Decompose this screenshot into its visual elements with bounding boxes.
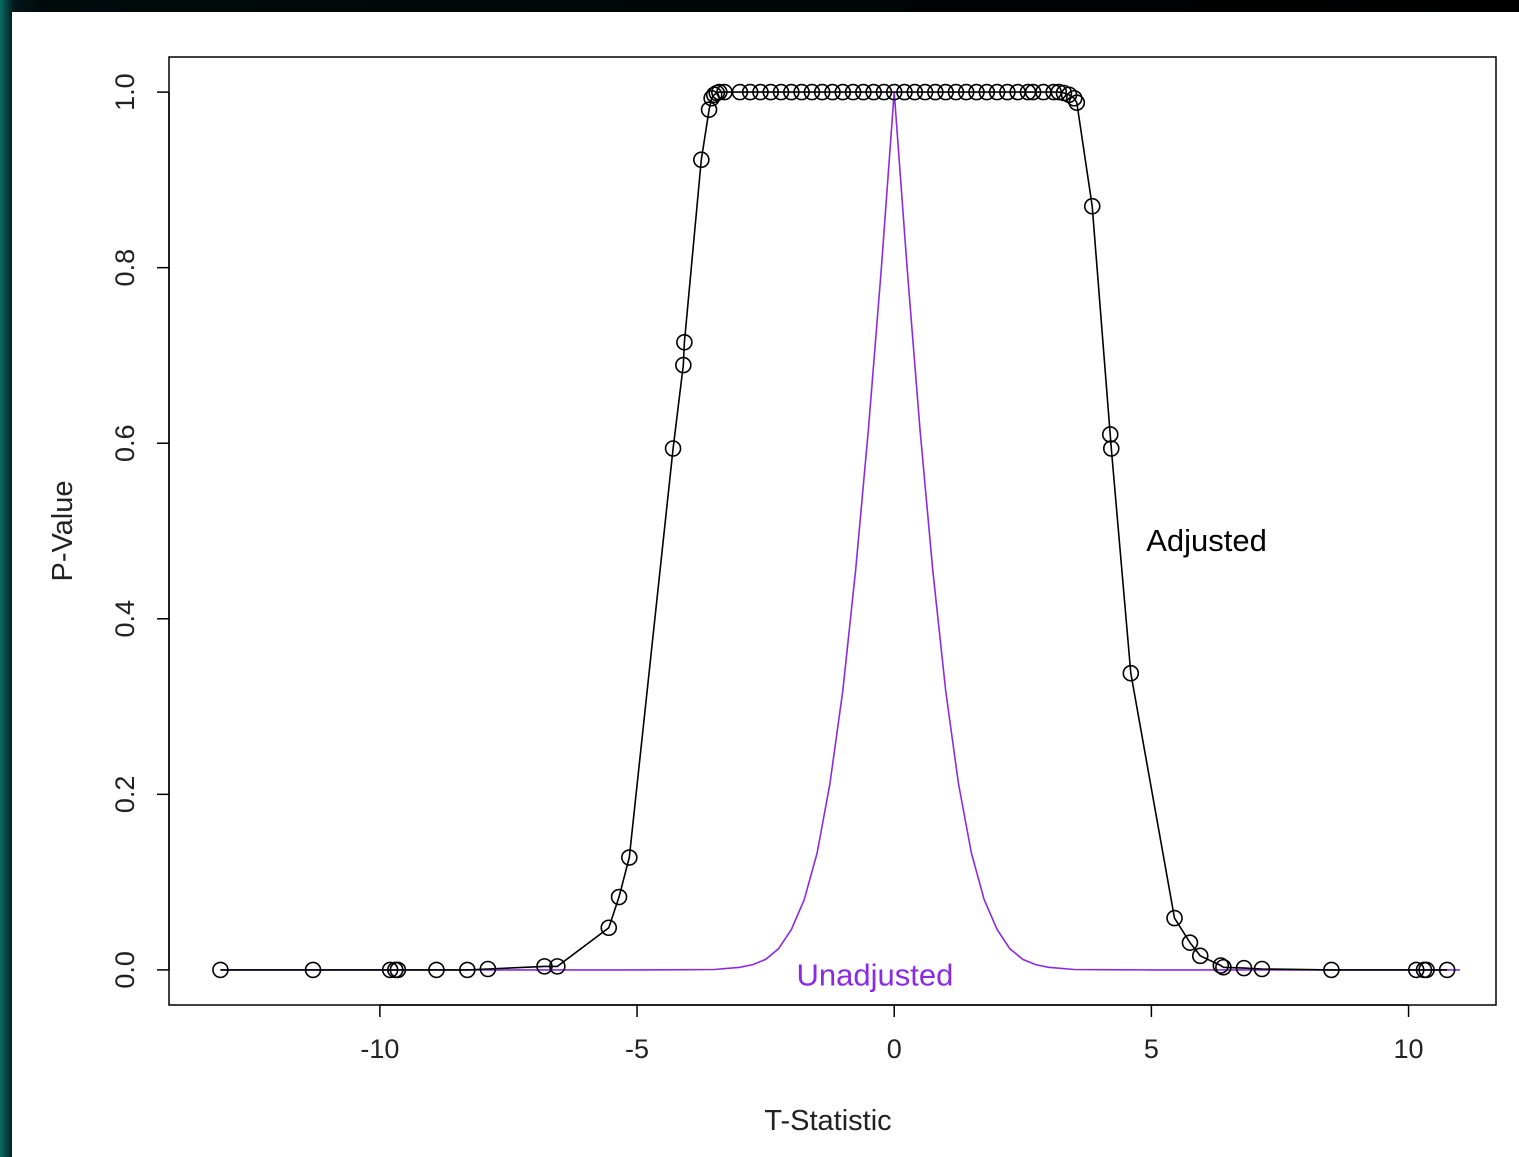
data-point [1083, 197, 1101, 215]
x-tick-label: -5 [625, 1034, 649, 1064]
data-point [844, 83, 862, 101]
axes: -10 -5 0 5 10 0.0 0.2 0.4 0.6 0.8 1.0 [110, 73, 1424, 1064]
x-tick-label: 0 [887, 1034, 902, 1064]
annotations: Adjusted Unadjusted [796, 523, 1266, 993]
data-point [916, 83, 934, 101]
data-point [978, 83, 996, 101]
data-point [1407, 961, 1425, 979]
data-point [1253, 960, 1271, 978]
series-unadjusted [220, 92, 1460, 971]
data-point [389, 961, 407, 979]
data-point [1181, 934, 1199, 951]
data-point [937, 83, 954, 101]
data-point [752, 83, 769, 101]
y-axis: 0.0 0.2 0.4 0.6 0.8 1.0 [110, 73, 170, 989]
plot-panel [12, 12, 1519, 1157]
data-point [479, 960, 497, 978]
data-point [212, 961, 229, 979]
x-tick-label: 5 [1144, 1034, 1159, 1064]
x-axis-title: T-Statistic [764, 1105, 891, 1137]
data-point [927, 83, 944, 101]
data-point [906, 83, 924, 101]
data-point [676, 333, 693, 351]
data-point [783, 83, 800, 101]
annotation-label: Adjusted [1146, 523, 1267, 558]
data-point [600, 919, 618, 937]
data-point [741, 83, 759, 101]
y-tick-label: 0.4 [110, 600, 140, 638]
x-axis: -10 -5 0 5 10 [360, 1004, 1424, 1064]
data-point [536, 958, 553, 975]
data-point [1045, 83, 1062, 101]
data-point [968, 83, 985, 101]
data-point [875, 83, 893, 101]
data-point [855, 83, 872, 101]
x-tick-label: 10 [1394, 1034, 1424, 1064]
data-point [1323, 961, 1340, 979]
data-point [772, 83, 790, 101]
data-point [1235, 959, 1253, 977]
data-point [1438, 961, 1456, 979]
data-point [428, 961, 445, 979]
y-tick-label: 0.6 [110, 424, 140, 462]
data-point [834, 83, 852, 101]
data-point [381, 961, 399, 979]
annotation-label: Unadjusted [796, 957, 953, 992]
y-tick-label: 0.0 [110, 951, 140, 989]
data-point [1122, 664, 1140, 682]
data-point [675, 356, 692, 374]
data-point [813, 83, 831, 101]
data-point [1065, 89, 1083, 107]
data-point [999, 83, 1016, 101]
data-point [731, 83, 749, 101]
data-point [896, 83, 913, 101]
y-tick-label: 0.2 [110, 776, 140, 814]
data-point [1068, 94, 1086, 111]
data-point [664, 440, 682, 457]
data-point [1215, 958, 1232, 976]
series-line [220, 91, 1448, 971]
data-point [865, 83, 882, 101]
data-point [610, 888, 628, 906]
data-point [793, 83, 810, 101]
data-point [988, 83, 1006, 101]
data-point [711, 83, 728, 101]
y-tick-label: 1.0 [110, 73, 140, 111]
data-point [1191, 947, 1209, 965]
y-tick-label: 0.8 [110, 249, 140, 287]
data-point [824, 83, 841, 101]
series-line [220, 92, 1460, 971]
data-point [621, 849, 638, 866]
plot-box [168, 56, 1497, 1006]
data-point [1166, 909, 1183, 927]
data-point [1024, 83, 1042, 101]
data-point [304, 961, 322, 979]
data-point [957, 83, 975, 101]
data-point [803, 83, 821, 101]
data-point [885, 83, 903, 101]
series-adjusted [212, 83, 1456, 979]
data-point [700, 101, 718, 118]
data-point [1102, 440, 1120, 457]
data-point [549, 958, 566, 975]
data-point [693, 151, 710, 168]
data-point [947, 83, 965, 101]
x-tick-label: -10 [360, 1034, 399, 1064]
data-point [1418, 961, 1435, 979]
data-point [459, 961, 476, 979]
y-axis-title: P-Value [47, 480, 79, 581]
data-point [1212, 957, 1230, 974]
data-point [1050, 83, 1068, 101]
data-point [762, 83, 780, 101]
data-point [1101, 426, 1119, 443]
